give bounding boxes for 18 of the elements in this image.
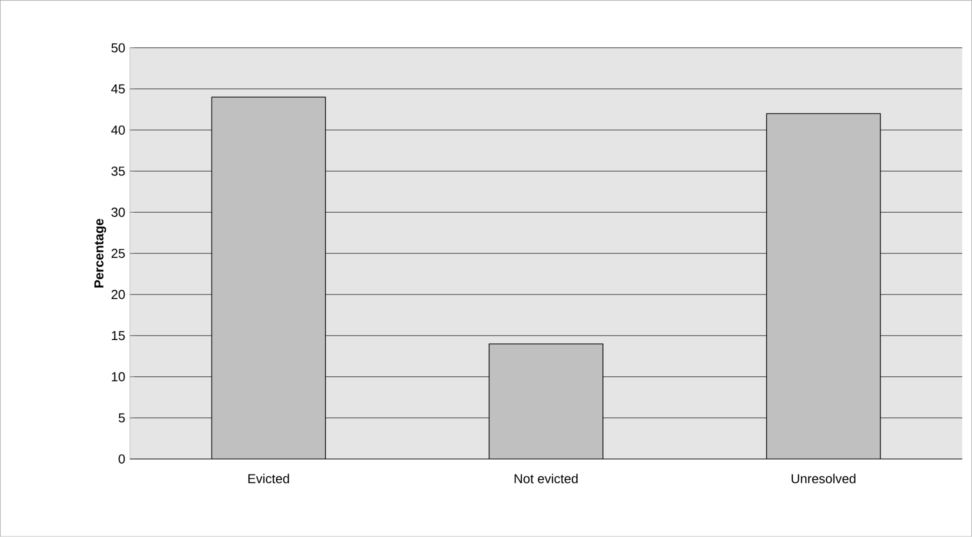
bar <box>766 113 881 460</box>
x-tick-label: Evicted <box>248 474 289 484</box>
y-tick-label: 45 <box>111 84 125 94</box>
x-tick-label: Unresolved <box>792 474 856 484</box>
y-tick-label: 20 <box>112 290 125 300</box>
y-axis-title: Percentage <box>94 219 106 288</box>
y-tick-label: 35 <box>111 166 125 176</box>
y-tick-label: 25 <box>112 248 125 258</box>
bar <box>211 96 326 460</box>
y-tick-label: 0 <box>118 454 125 464</box>
y-tick-label: 10 <box>112 372 125 382</box>
bar <box>488 344 604 460</box>
y-tick-label: 30 <box>111 208 125 217</box>
y-tick-label: 40 <box>111 126 125 135</box>
y-tick-label: 15 <box>112 331 125 340</box>
y-tick-label: 50 <box>111 43 125 52</box>
x-tick-label: Not evicted <box>514 474 578 484</box>
y-tick-label: 5 <box>118 413 125 422</box>
